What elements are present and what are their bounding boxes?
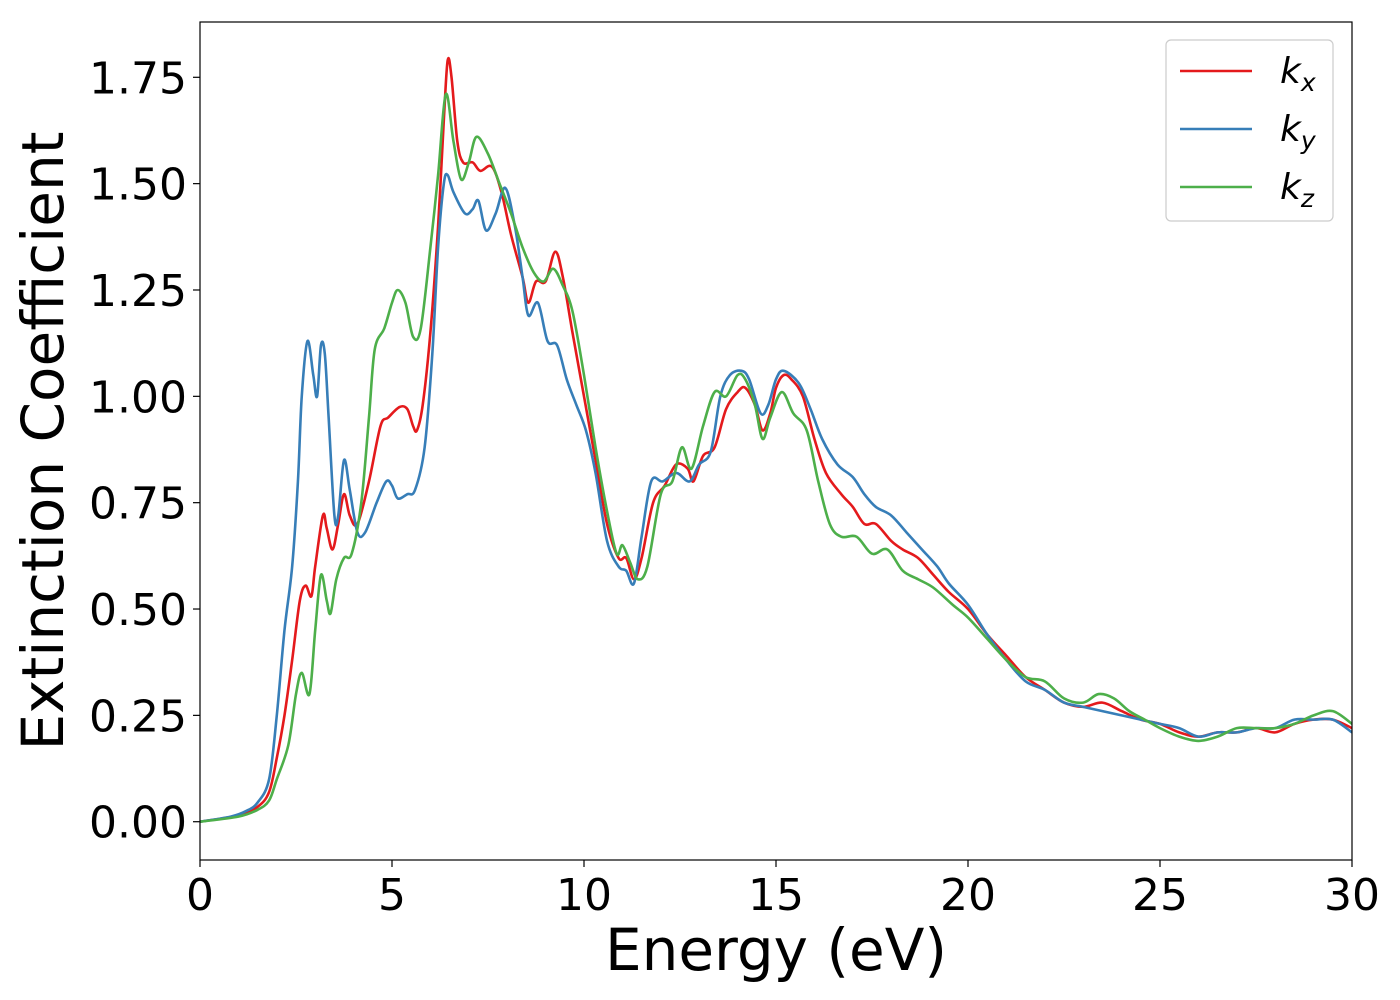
legend-label: kx <box>1280 51 1316 97</box>
y-tick-label: 0.50 <box>89 585 187 636</box>
y-axis: 0.00 0.25 0.50 0.75 1.00 1.25 1.50 1.75 <box>89 53 200 849</box>
x-axis: 0 5 10 15 20 25 30 <box>186 860 1380 921</box>
y-tick-label: 1.50 <box>89 160 187 211</box>
legend-label: ky <box>1280 109 1317 155</box>
series-line-kz <box>200 92 1352 824</box>
x-tick-label: 5 <box>378 870 406 921</box>
x-tick-label: 25 <box>1132 870 1188 921</box>
y-tick-label: 0.75 <box>89 479 187 530</box>
y-tick-label: 0.25 <box>89 691 187 742</box>
x-tick-label: 10 <box>556 870 612 921</box>
y-tick-label: 1.25 <box>89 266 187 317</box>
x-tick-label: 20 <box>940 870 996 921</box>
y-tick-label: 1.00 <box>89 372 187 423</box>
y-axis-title: Extinction Coefficient <box>9 132 77 751</box>
y-tick-label: 1.75 <box>89 53 187 104</box>
series-line-ky <box>200 172 1352 824</box>
y-tick-label: 0.00 <box>89 798 187 849</box>
x-tick-label: 15 <box>748 870 804 921</box>
legend-label: kz <box>1280 167 1315 213</box>
series-layer <box>200 56 1352 824</box>
legend: kx ky kz <box>1165 39 1334 222</box>
x-axis-title: Energy (eV) <box>605 916 947 984</box>
x-tick-label: 0 <box>186 870 214 921</box>
legend-box <box>1165 39 1334 222</box>
x-tick-label: 30 <box>1324 870 1380 921</box>
